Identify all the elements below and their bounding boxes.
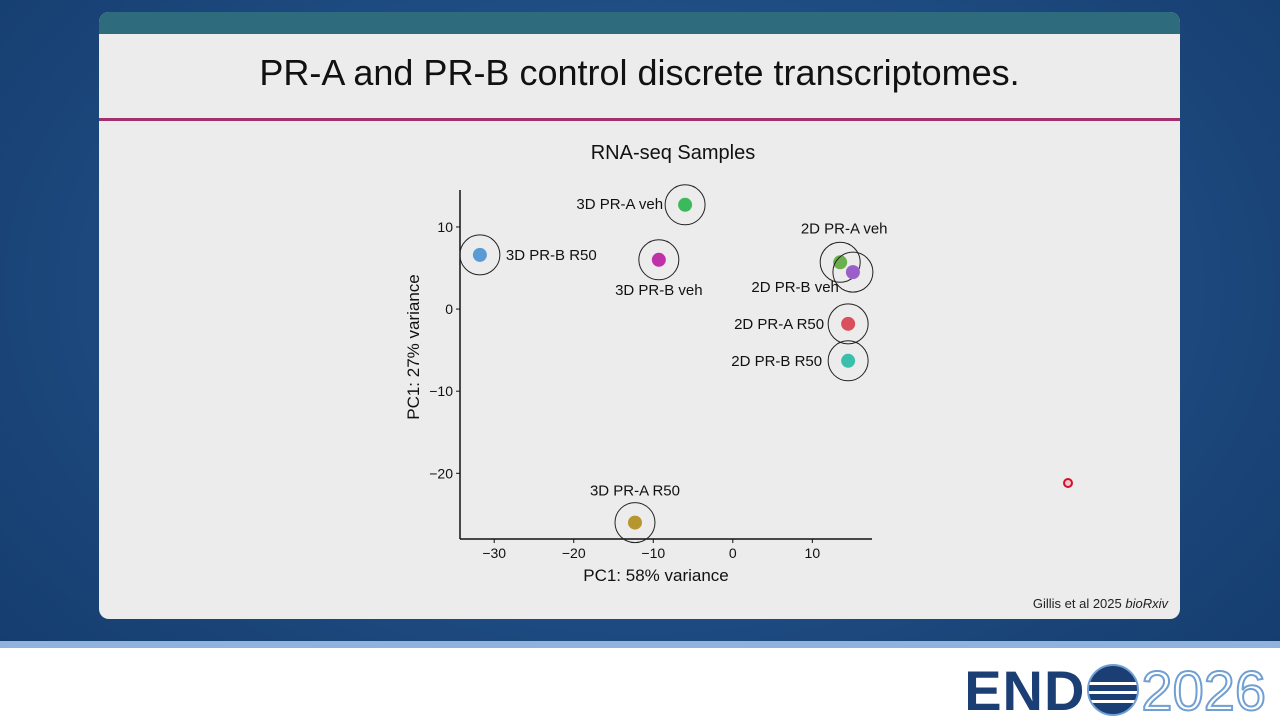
point-label: 2D PR-A R50 xyxy=(734,316,824,333)
group-ring xyxy=(827,340,869,382)
x-tick-label: −30 xyxy=(482,545,506,561)
point xyxy=(678,197,693,212)
y-axis-label: PC1: 27% variance xyxy=(404,274,423,420)
point xyxy=(651,252,666,267)
y-tick-label: −10 xyxy=(429,383,453,399)
point-label: 3D PR-B veh xyxy=(615,282,703,299)
y-tick-label: 0 xyxy=(445,301,453,317)
point-label: 3D PR-A veh xyxy=(576,196,663,213)
chart: RNA-seq Samples PC1: 58% variance PC1: 2… xyxy=(404,142,1073,585)
logo-word: END xyxy=(964,658,1086,722)
citation-text: Gillis et al 2025 xyxy=(1032,596,1122,611)
point xyxy=(833,255,848,270)
citation-journal: bioRxiv xyxy=(1125,596,1168,611)
chart-title: RNA-seq Samples xyxy=(591,142,756,164)
x-tick-label: 0 xyxy=(729,545,737,561)
point-label: 2D PR-B veh xyxy=(751,279,839,296)
point-label: 3D PR-A R50 xyxy=(590,483,680,500)
x-tick-label: −10 xyxy=(641,545,665,561)
group-ring xyxy=(819,241,861,283)
group-ring xyxy=(832,251,874,293)
point xyxy=(472,247,487,262)
slide-title: PR-A and PR-B control discrete transcrip… xyxy=(259,52,1020,93)
group-ring xyxy=(827,303,869,345)
title-rule xyxy=(99,118,1180,121)
point-label: 3D PR-B R50 xyxy=(506,247,597,264)
point-label: 2D PR-B R50 xyxy=(731,353,822,370)
y-tick-label: 10 xyxy=(437,219,453,235)
point xyxy=(627,515,642,530)
point-label: 2D PR-A veh xyxy=(801,220,888,237)
x-axis-label: PC1: 58% variance xyxy=(583,566,729,585)
group-ring xyxy=(638,239,680,281)
point xyxy=(841,353,856,368)
x-tick-label: −20 xyxy=(562,545,586,561)
x-tick-label: 10 xyxy=(805,545,821,561)
citation: Gillis et al 2025 bioRxiv xyxy=(1033,596,1168,611)
group-ring xyxy=(459,234,501,276)
logo-globe xyxy=(1085,664,1142,716)
logo: END 2026 xyxy=(964,658,1267,723)
footer: END 2026 xyxy=(0,641,1280,723)
group-ring xyxy=(614,502,656,544)
logo-year: 2026 xyxy=(1140,658,1267,723)
point xyxy=(841,316,856,331)
laser-pointer xyxy=(1063,478,1073,488)
group-ring xyxy=(664,184,706,226)
card-header-bar xyxy=(99,12,1180,34)
point xyxy=(845,265,860,280)
y-tick-label: −20 xyxy=(429,465,453,481)
